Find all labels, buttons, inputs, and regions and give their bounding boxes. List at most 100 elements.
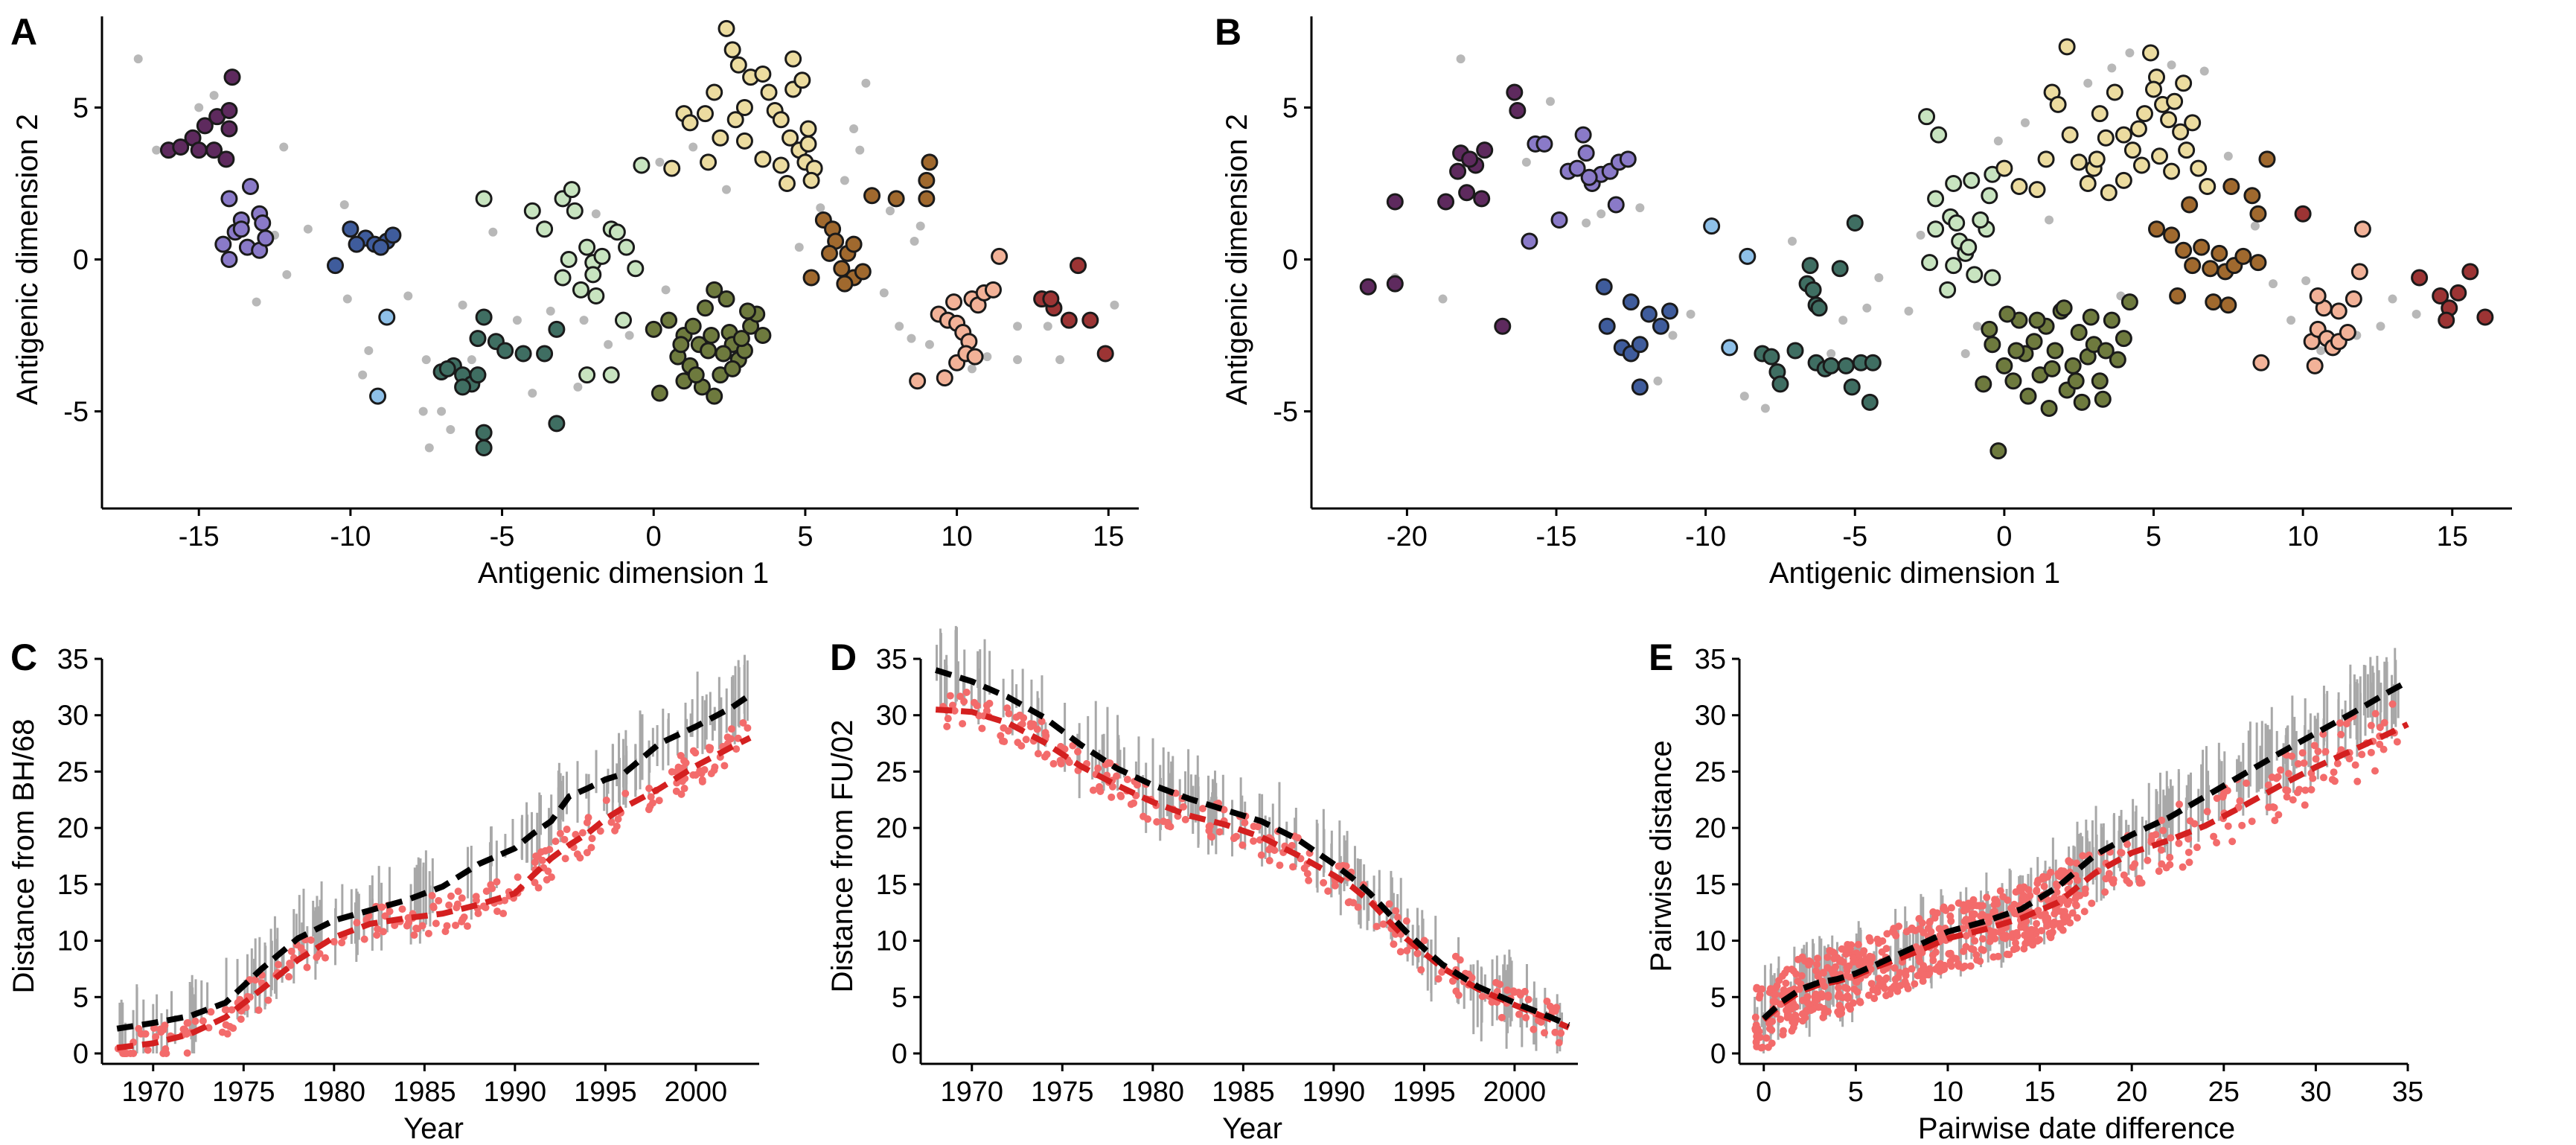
antigenic-distance-point: [707, 770, 715, 778]
strain-point-cluster-8: [700, 153, 717, 171]
strain-point-unassigned: [1653, 376, 1663, 386]
strain-point-unassigned: [2388, 294, 2397, 304]
strain-point-cluster-8: [2058, 38, 2076, 56]
antigenic-distance-point: [2010, 900, 2019, 908]
antigenic-distance-point: [1986, 937, 1994, 945]
antigenic-distance-point: [1753, 985, 1761, 993]
antigenic-distance-point: [432, 919, 440, 928]
y-tick-label: 5: [1710, 982, 1726, 1013]
strain-point-cluster-9: [2181, 196, 2199, 214]
panel-e: E 0 5 10 15 20 25 30 35 0 5 10 15 20 25 30 35 Pairwise da…: [1645, 637, 2423, 1145]
x-tick-label: 0: [1756, 1077, 1771, 1108]
x-tick-label: -15: [1536, 521, 1577, 552]
antigenic-distance-point: [547, 873, 555, 881]
strain-point-cluster-6: [627, 260, 645, 278]
strain-point-cluster-5: [496, 342, 514, 360]
antigenic-distance-point: [2101, 888, 2109, 896]
antigenic-distance-point: [1824, 993, 1832, 1001]
strain-point-cluster-9: [921, 153, 939, 171]
strain-point-cluster-4: [378, 308, 396, 326]
strain-point-cluster-11: [2438, 311, 2455, 329]
strain-point-cluster-8: [2178, 141, 2196, 159]
strain-point-cluster-8: [2097, 129, 2115, 147]
strain-point-cluster-8: [2100, 184, 2118, 202]
antigenic-distance-point: [2010, 945, 2018, 954]
antigenic-distance-point: [2048, 928, 2056, 937]
strain-point-cluster-7: [2094, 390, 2112, 408]
antigenic-distance-point: [2376, 723, 2384, 731]
antigenic-distance-point: [1043, 750, 1051, 759]
antigenic-distance-point: [2219, 791, 2228, 799]
antigenic-distance-point: [1754, 1024, 1762, 1033]
strain-point-cluster-7: [2028, 311, 2046, 329]
antigenic-distance-point: [1794, 955, 1802, 963]
x-tick-label: 5: [2146, 521, 2161, 552]
strain-point-cluster-11: [1096, 345, 1114, 363]
strain-point-cluster-8: [2106, 83, 2123, 101]
antigenic-distance-point: [322, 954, 330, 962]
antigenic-distance-point: [2054, 919, 2062, 928]
strain-point-cluster-2: [1568, 159, 1586, 177]
antigenic-distance-point: [1305, 876, 1313, 884]
antigenic-distance-point: [1824, 963, 1832, 972]
antigenic-distance-point: [1372, 922, 1381, 931]
strain-point-cluster-2: [232, 220, 250, 238]
antigenic-distance-point: [646, 802, 654, 810]
strain-point-cluster-1: [223, 68, 241, 86]
antigenic-distance-point: [1782, 979, 1790, 987]
x-tick-label: -10: [330, 521, 371, 552]
strain-point-cluster-8: [793, 71, 811, 89]
strain-point-unassigned: [1826, 349, 1836, 359]
strain-point-unassigned: [1013, 355, 1023, 365]
strain-point-cluster-1: [1506, 83, 1524, 101]
antigenic-distance-point: [2353, 777, 2362, 785]
antigenic-distance-point: [1751, 1013, 1760, 1021]
antigenic-distance-point: [668, 768, 676, 776]
strain-point-unassigned: [528, 389, 537, 398]
antigenic-distance-point: [2055, 872, 2063, 880]
strain-point-cluster-1: [172, 138, 190, 156]
antigenic-distance-point: [452, 921, 460, 929]
strain-point-cluster-5: [1762, 348, 1780, 366]
antigenic-distance-point: [2021, 924, 2029, 932]
antigenic-distance-point: [2388, 700, 2397, 708]
antigenic-distance-point: [1795, 985, 1803, 993]
antigenic-distance-point: [435, 896, 443, 905]
antigenic-distance-point: [2298, 749, 2307, 757]
antigenic-distance-point: [1962, 931, 1970, 940]
antigenic-distance-point: [1835, 983, 1843, 992]
antigenic-distance-point: [2138, 878, 2146, 887]
antigenic-distance-point: [1758, 985, 1766, 993]
antigenic-trend-line: [935, 707, 1570, 1030]
strain-point-unassigned: [967, 364, 977, 374]
antigenic-distance-point: [1792, 1011, 1800, 1019]
antigenic-distance-point: [2264, 781, 2272, 789]
strain-point-unassigned: [1916, 230, 1925, 240]
antigenic-distance-point: [587, 843, 595, 852]
antigenic-distance-point: [1515, 1010, 1523, 1018]
strain-point-cluster-3: [1631, 336, 1649, 354]
strain-point-unassigned: [1760, 404, 1770, 413]
antigenic-distance-point: [561, 855, 569, 863]
antigenic-distance-point: [1799, 996, 1807, 1004]
strain-point-unassigned: [458, 300, 467, 310]
strain-point-cluster-7: [2043, 360, 2061, 377]
antigenic-distance-point: [1978, 935, 1987, 943]
strain-point-cluster-7: [706, 281, 723, 299]
strain-point-cluster-5: [1771, 375, 1789, 393]
antigenic-distance-point: [159, 1050, 167, 1057]
antigenic-distance-point: [2013, 929, 2021, 937]
antigenic-distance-point: [1830, 954, 1838, 963]
antigenic-distance-point: [962, 688, 971, 696]
y-axis-label: Pairwise distance: [1645, 740, 1678, 972]
antigenic-distance-point: [2060, 908, 2068, 916]
antigenic-distance-point: [374, 925, 382, 933]
strain-point-cluster-3: [1595, 278, 1613, 296]
y-tick-label: 10: [1695, 926, 1726, 957]
strain-point-cluster-8: [712, 129, 729, 147]
antigenic-distance-point: [943, 722, 951, 730]
antigenic-distance-point: [1108, 793, 1116, 801]
antigenic-distance-point: [982, 707, 991, 715]
strain-point-unassigned: [342, 294, 352, 304]
strain-point-cluster-9: [2163, 226, 2181, 244]
